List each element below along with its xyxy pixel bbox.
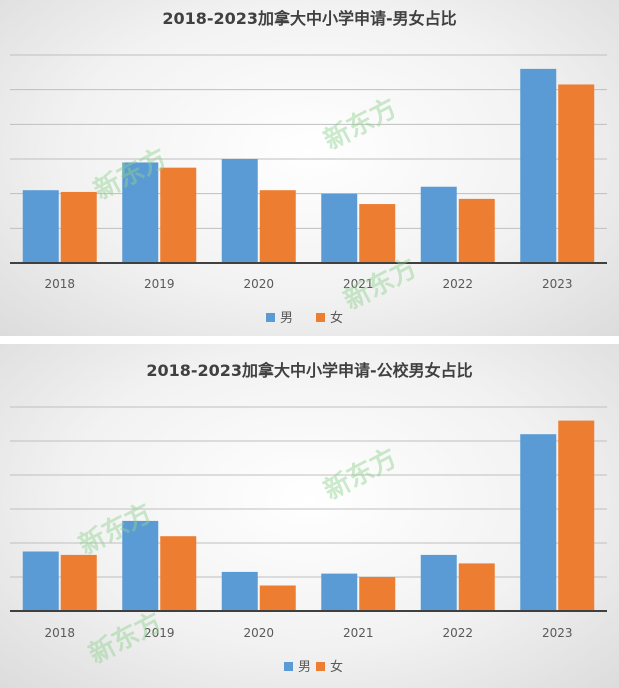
bar-male bbox=[321, 573, 358, 611]
legend-label-female: 女 bbox=[330, 310, 343, 326]
x-tick-label: 2022 bbox=[442, 626, 473, 640]
bar-female bbox=[259, 190, 296, 263]
x-tick-label: 2022 bbox=[442, 277, 473, 291]
bar-chart-1: 2018-2023加拿大中小学申请-男女占比 2018 2019 2020 2021 2… bbox=[10, 9, 607, 326]
chart-panel-1: 2018-2023加拿大中小学申请-男女占比 2018 2019 2020 2021 2… bbox=[0, 0, 619, 336]
bar-male bbox=[22, 190, 59, 263]
bars bbox=[22, 68, 595, 263]
chart-title: 2018-2023加拿大中小学申请-男女占比 bbox=[162, 9, 456, 28]
bar-male bbox=[122, 520, 159, 611]
x-tick-label: 2023 bbox=[542, 277, 573, 291]
bar-female bbox=[359, 204, 396, 263]
x-axis: 2018 2019 2020 2021 2022 2023 bbox=[10, 262, 607, 291]
legend-label-male: 男 bbox=[298, 660, 311, 675]
bar-female bbox=[259, 585, 296, 611]
chart-title: 2018-2023加拿大中小学申请-公校男女占比 bbox=[146, 361, 472, 380]
legend-swatch-male bbox=[266, 313, 275, 322]
legend-swatch-male bbox=[284, 662, 293, 671]
bar-male bbox=[22, 551, 59, 611]
legend: 男 女 bbox=[284, 659, 343, 675]
x-tick-label: 2023 bbox=[542, 626, 573, 640]
bar-male bbox=[520, 434, 557, 611]
x-tick-label: 2021 bbox=[343, 626, 374, 640]
bar-female bbox=[359, 577, 396, 611]
bar-female bbox=[160, 167, 197, 263]
bar-female bbox=[558, 84, 595, 263]
chart-panel-2: 2018-2023加拿大中小学申请-公校男女占比 2018 2019 2020 202… bbox=[0, 344, 619, 688]
bar-male bbox=[520, 68, 557, 263]
bar-female bbox=[60, 191, 97, 263]
legend-label-male: 男 bbox=[280, 311, 293, 326]
gridlines bbox=[10, 406, 607, 578]
x-tick-label: 2018 bbox=[44, 626, 75, 640]
x-tick-label: 2018 bbox=[44, 277, 75, 291]
bar-male bbox=[221, 159, 258, 263]
legend: 男 女 bbox=[266, 310, 343, 326]
x-tick-label: 2020 bbox=[243, 277, 274, 291]
x-tick-label: 2019 bbox=[144, 277, 175, 291]
bar-male bbox=[321, 193, 358, 263]
bar-female bbox=[60, 554, 97, 611]
watermark-logo-text: 新东方 bbox=[319, 442, 402, 506]
legend-label-female: 女 bbox=[330, 659, 343, 675]
bar-male bbox=[420, 186, 457, 263]
x-tick-label: 2019 bbox=[144, 626, 175, 640]
x-tick-label: 2021 bbox=[343, 277, 374, 291]
gridlines bbox=[10, 54, 607, 229]
bar-male bbox=[420, 554, 457, 611]
bar-male bbox=[122, 162, 159, 263]
bar-female bbox=[458, 198, 495, 263]
watermark-logo-text: 新东方 bbox=[84, 606, 167, 670]
bars bbox=[22, 420, 595, 611]
bar-chart-2: 2018-2023加拿大中小学申请-公校男女占比 2018 2019 2020 202… bbox=[10, 361, 607, 675]
x-tick-label: 2020 bbox=[243, 626, 274, 640]
legend-swatch-female bbox=[316, 662, 325, 671]
x-axis: 2018 2019 2020 2021 2022 2023 bbox=[10, 610, 607, 640]
bar-female bbox=[160, 536, 197, 611]
bar-male bbox=[221, 571, 258, 611]
bar-female bbox=[558, 420, 595, 611]
watermark-logo-text: 新东方 bbox=[319, 92, 402, 156]
bar-female bbox=[458, 563, 495, 611]
legend-swatch-female bbox=[316, 313, 325, 322]
